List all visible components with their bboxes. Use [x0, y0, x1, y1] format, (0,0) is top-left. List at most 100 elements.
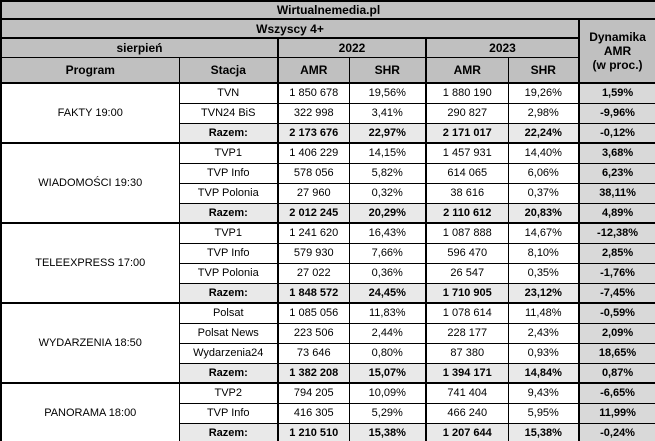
amr-2022-cell: 27 960 — [277, 182, 350, 204]
shr-2023-cell: 0,93% — [507, 342, 580, 364]
program-cell: WIADOMOŚCI 19:30 — [0, 142, 180, 224]
shr-2022-cell: 14,15% — [348, 142, 427, 164]
amr-2023-cell: 614 065 — [425, 162, 509, 184]
shr-2022-cell: 20,29% — [348, 202, 427, 224]
razem-row: Razem: 1 848 572 24,45% 1 710 905 23,12%… — [1, 282, 655, 304]
shr-2022-cell: 19,56% — [348, 82, 427, 104]
station-cell: TVP Polonia — [178, 262, 279, 284]
shr-2022-cell: 10,09% — [348, 382, 427, 404]
shr-2023-cell: 22,24% — [507, 122, 580, 144]
shr-2022-cell: 7,66% — [348, 242, 427, 264]
dynamics-cell: -1,76% — [577, 262, 655, 284]
dynamics-cell: 11,99% — [577, 402, 655, 424]
shr-2023-cell: 5,95% — [507, 402, 580, 424]
amr-2023-cell: 2 110 612 — [425, 202, 509, 224]
amr-2023-cell: 596 470 — [425, 242, 509, 264]
station-cell: TVP1 — [178, 222, 279, 244]
amr-2022-cell: 2 012 245 — [277, 202, 350, 224]
dynamics-cell: 6,23% — [577, 162, 655, 184]
amr-2022-cell: 794 205 — [277, 382, 350, 404]
amr-2022-cell: 1 850 678 — [277, 82, 350, 104]
amr-2022-cell: 1 210 510 — [277, 422, 350, 441]
station-row: WYDARZENIA 18:50 Polsat 1 085 056 11,83%… — [0, 302, 655, 384]
column-headers-row: Program Stacja AMR SHR AMR SHR — [0, 56, 655, 84]
shr-2022-cell: 5,82% — [348, 162, 427, 184]
dynamics-cell: 38,11% — [577, 182, 655, 204]
amr-2022-cell: 2 173 676 — [277, 122, 350, 144]
shr-2023-cell: 14,40% — [507, 142, 580, 164]
year-2023-header: 2023 — [425, 37, 580, 58]
shr-2023-cell: 8,10% — [507, 242, 580, 264]
razem-label-cell: Razem: — [178, 422, 279, 441]
program-cell: TELEEXPRESS 17:00 — [0, 222, 180, 304]
shr-2022-cell: 11,83% — [348, 302, 427, 324]
station-row: TVN24 BiS 322 998 3,41% 290 827 2,98% -9… — [1, 102, 655, 124]
shr-2023-cell: 2,43% — [507, 322, 580, 344]
amr-2022-cell: 416 305 — [277, 402, 350, 424]
shr-2023-cell: 20,83% — [507, 202, 580, 224]
station-column-header: Stacja — [178, 56, 279, 84]
amr-2022-cell: 578 056 — [277, 162, 350, 184]
station-row: TELEEXPRESS 17:00 TVP1 1 241 620 16,43% … — [0, 222, 655, 304]
razem-row: Razem: 1 210 510 15,38% 1 207 644 15,38%… — [1, 422, 655, 441]
razem-label-cell: Razem: — [178, 362, 279, 384]
station-row: WIADOMOŚCI 19:30 TVP1 1 406 229 14,15% 1… — [0, 142, 655, 224]
amr-2023-cell: 228 177 — [425, 322, 509, 344]
program-cell: PANORAMA 18:00 — [0, 382, 180, 441]
dynamics-header-line2: AMR — [603, 44, 632, 58]
shr-2023-cell: 23,12% — [507, 282, 580, 304]
razem-label-cell: Razem: — [178, 122, 279, 144]
audience-header: Wszyscy 4+ — [0, 18, 580, 39]
station-row: TVP Polonia 27 960 0,32% 38 616 0,37% 38… — [1, 182, 655, 204]
dynamics-cell: 2,09% — [577, 322, 655, 344]
amr-2023-cell: 2 171 017 — [425, 122, 509, 144]
title-row: Wirtualnemedia.pl — [0, 0, 655, 20]
amr-2022-cell: 1 241 620 — [277, 222, 350, 244]
amr-2023-cell: 1 078 614 — [425, 302, 509, 324]
dynamics-header-line1: Dynamika — [589, 30, 646, 44]
dynamics-cell: -0,24% — [577, 422, 655, 441]
station-row: Wydarzenia24 73 646 0,80% 87 380 0,93% 1… — [1, 342, 655, 364]
dynamics-cell: 4,89% — [577, 202, 655, 224]
dynamics-column-header: Dynamika AMR (w proc.) — [577, 18, 655, 84]
shr-2023-cell: 15,38% — [507, 422, 580, 441]
shr-2023-cell: 0,35% — [507, 262, 580, 284]
program-column-header: Program — [0, 56, 180, 84]
station-cell: Polsat — [178, 302, 279, 324]
shr-2023-column-header: SHR — [507, 56, 580, 84]
station-row: FAKTY 19:00 TVN 1 850 678 19,56% 1 880 1… — [0, 82, 655, 144]
amr-2023-cell: 1 394 171 — [425, 362, 509, 384]
station-cell: Polsat News — [178, 322, 279, 344]
dynamics-cell: 0,87% — [577, 362, 655, 384]
table-title: Wirtualnemedia.pl — [0, 0, 655, 20]
dynamics-cell: -0,59% — [577, 302, 655, 324]
shr-2023-cell: 2,98% — [507, 102, 580, 124]
shr-2023-cell: 9,43% — [507, 382, 580, 404]
station-row: PANORAMA 18:00 TVP2 794 205 10,09% 741 4… — [0, 382, 655, 441]
shr-2022-cell: 0,80% — [348, 342, 427, 364]
amr-2022-cell: 1 382 208 — [277, 362, 350, 384]
razem-row: Razem: 1 382 208 15,07% 1 394 171 14,84%… — [1, 362, 655, 384]
dynamics-cell: -6,65% — [577, 382, 655, 404]
amr-2022-cell: 322 998 — [277, 102, 350, 124]
amr-2022-column-header: AMR — [277, 56, 350, 84]
shr-2023-cell: 6,06% — [507, 162, 580, 184]
amr-2023-cell: 1 087 888 — [425, 222, 509, 244]
amr-2022-cell: 27 022 — [277, 262, 350, 284]
dynamics-cell: -12,38% — [577, 222, 655, 244]
amr-2022-cell: 73 646 — [277, 342, 350, 364]
razem-label-cell: Razem: — [178, 282, 279, 304]
dynamics-cell: -9,96% — [577, 102, 655, 124]
razem-label-cell: Razem: — [178, 202, 279, 224]
dynamics-cell: 2,85% — [577, 242, 655, 264]
shr-2022-cell: 15,38% — [348, 422, 427, 441]
dynamics-cell: -0,12% — [577, 122, 655, 144]
station-cell: TVP1 — [178, 142, 279, 164]
years-row: sierpień 2022 2023 — [0, 37, 655, 58]
shr-2022-cell: 16,43% — [348, 222, 427, 244]
amr-2022-cell: 1 085 056 — [277, 302, 350, 324]
shr-2023-cell: 14,84% — [507, 362, 580, 384]
amr-2023-cell: 466 240 — [425, 402, 509, 424]
station-row: Polsat News 223 506 2,44% 228 177 2,43% … — [1, 322, 655, 344]
amr-2022-cell: 1 406 229 — [277, 142, 350, 164]
